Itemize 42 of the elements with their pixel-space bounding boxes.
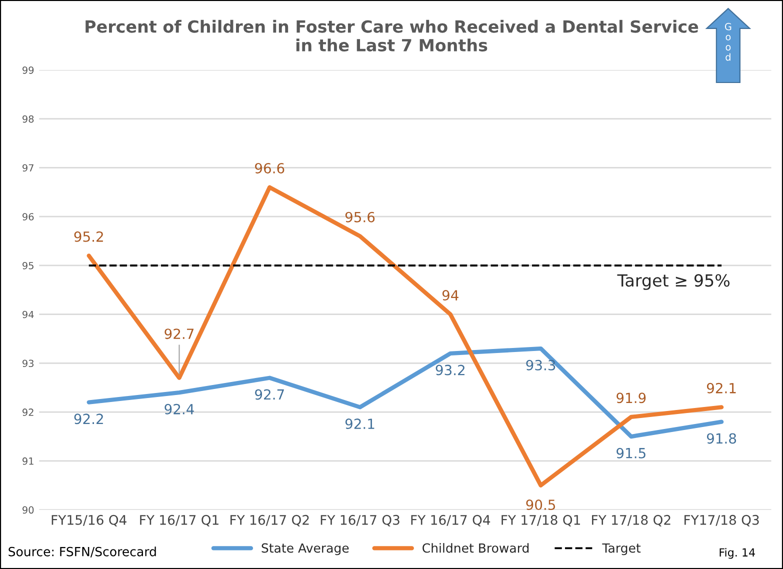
data-label: 91.9 [616,392,646,404]
data-label: 94 [442,290,458,301]
y-tick-label: 94 [22,310,34,318]
y-tick-label: 96 [22,213,34,220]
y-tick-label: 92 [22,408,34,416]
data-label: 92.1 [706,382,736,394]
data-label: 92.1 [345,418,374,430]
caption: Fig. 14 [720,548,755,559]
x-tick-label: FY 16/17 Q1 [140,514,218,526]
x-tick-label: FY 16/17 Q3 [320,514,400,526]
chart-title: Percent of Children in Foster Care who Received a Dental Service in the Last 7 Months [86,20,698,52]
x-tick-label: FY 17/18 Q1 [502,514,580,526]
data-label: 92.7 [255,389,284,400]
y-tick-label: 98 [22,115,34,123]
data-label: 92.2 [74,414,103,424]
data-label: 93.3 [526,360,556,370]
data-label: 92.7 [164,328,194,340]
data-label: 91.8 [706,433,736,444]
x-tick-label: FY 16/17 Q2 [230,514,309,526]
x-tick-label: FY15/16 Q4 [52,514,126,526]
x-tick-label: FY17/18 Q3 [684,514,759,526]
x-tick-label: FY 16/17 Q4 [411,514,490,526]
annotation: Target ≥ 95% [617,274,730,290]
data-label: 90.5 [526,500,556,510]
data-label: 95.2 [74,231,103,242]
data-label: 96.6 [255,162,284,174]
data-label: 95.6 [345,212,375,222]
y-tick-label: 90 [22,506,34,514]
data-label: 91.5 [616,448,646,458]
y-tick-label: 95 [22,262,34,270]
data-label: 92.4 [164,404,194,414]
y-tick-label: 97 [22,164,34,172]
legend-label: State Average [262,543,349,556]
source-note: Source: FSFN/Scorecard [8,546,156,558]
legend-label: Target [602,543,641,556]
data-label: 93.2 [436,364,464,376]
text: Good [724,22,732,61]
y-tick-label: 99 [22,66,34,74]
y-tick-label: 91 [22,457,34,465]
x-tick-label: FY 17/18 Q2 [592,514,670,526]
y-tick-label: 93 [22,360,34,368]
legend-label: Childnet Broward [422,543,529,553]
